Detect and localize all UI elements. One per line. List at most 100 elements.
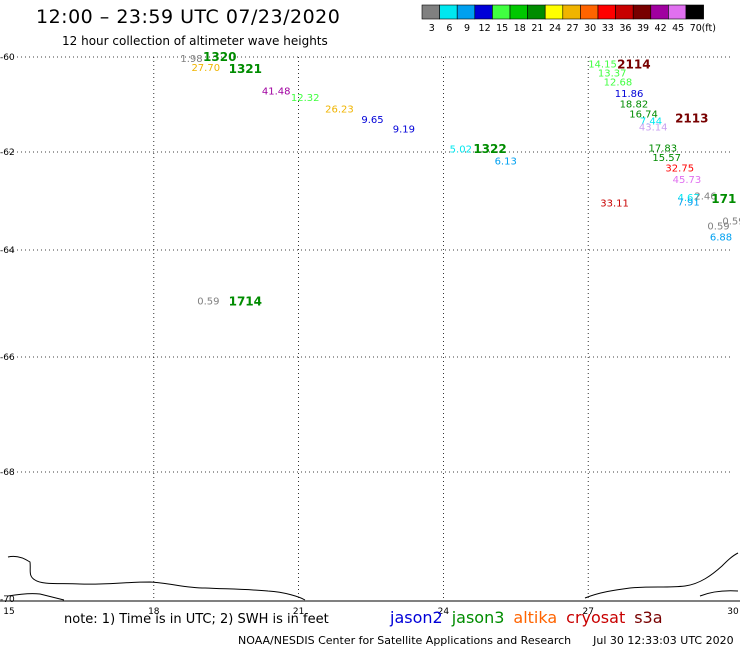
- satellite-legend-cryosat: cryosat: [566, 608, 626, 627]
- scale-swatch: [562, 4, 581, 20]
- lon-tick-label: 27: [582, 607, 593, 617]
- scale-label: 45: [672, 23, 684, 34]
- scale-label: 42: [655, 23, 667, 34]
- wave-height-value: 12.32: [291, 93, 320, 104]
- wave-height-value: 13.37: [598, 69, 627, 80]
- lat-tick-label: -62: [0, 148, 15, 158]
- scale-swatch: [509, 4, 528, 20]
- wave-height-value: 4.67: [677, 193, 699, 204]
- satellite-legend-jason2: jason2: [390, 608, 443, 627]
- buoy-id-label: 1714: [229, 294, 262, 308]
- antarctic-coastline: [7, 552, 739, 601]
- wave-height-value: 5.02: [450, 145, 472, 156]
- wave-height-value: 14.15: [588, 60, 617, 71]
- page-title: 12:00 – 23:59 UTC 07/23/2020: [36, 6, 341, 28]
- scale-swatch: [474, 4, 493, 20]
- wave-height-value: 0.59: [722, 217, 740, 228]
- scale-label: 27: [567, 23, 579, 34]
- wave-height-value: 0.59: [197, 296, 219, 307]
- scale-label: 18: [514, 23, 526, 34]
- scale-unit: (ft): [702, 23, 716, 34]
- lon-tick-label: 30: [727, 607, 739, 617]
- credit-text: NOAA/NESDIS Center for Satellite Applica…: [238, 634, 572, 647]
- scale-swatch: [668, 4, 687, 20]
- scale-label: 36: [619, 23, 631, 34]
- scale-swatch: [685, 4, 704, 20]
- wave-height-value: 9.65: [361, 115, 383, 126]
- page-subtitle: 12 hour collection of altimeter wave hei…: [62, 34, 328, 48]
- wave-height-value: 0.59: [707, 222, 729, 233]
- wave-height-value: 6.88: [710, 232, 732, 243]
- lat-tick-label: -68: [0, 468, 15, 478]
- scale-label: 30: [584, 23, 596, 34]
- lon-tick-label: 15: [3, 607, 14, 617]
- lat-tick-label: -64: [0, 246, 15, 256]
- wave-height-value: 17.83: [649, 143, 678, 154]
- wave-height-color-scale: 3 6 9 12 15 18 21 24 27 30 33 36 39 42 45 70 (ft): [421, 4, 716, 34]
- wave-height-value: 9.19: [393, 124, 415, 135]
- scale-label: 21: [531, 23, 543, 34]
- scale-swatch: [421, 4, 440, 20]
- lat-tick-label: -70: [0, 595, 15, 605]
- buoy-id-label: 171: [711, 192, 736, 206]
- satellite-legend-jason3: jason3: [451, 608, 505, 627]
- wave-height-value: 26.23: [325, 104, 354, 115]
- wave-height-value: 2.46: [694, 192, 716, 203]
- coastline-path: [584, 552, 739, 599]
- coastline-path: [699, 590, 739, 597]
- scale-label: 70: [690, 23, 702, 34]
- wave-height-value: 18.82: [620, 100, 649, 111]
- coastline-path: [7, 555, 306, 601]
- scale-label: 33: [602, 23, 614, 34]
- scale-label: 9: [464, 23, 470, 34]
- buoy-id-label: 1322: [473, 142, 506, 156]
- scale-swatch: [456, 4, 476, 20]
- satellite-legend-s3a: s3a: [634, 608, 663, 627]
- wave-height-value: 7.44: [640, 117, 662, 128]
- wave-height-value: 45.73: [673, 175, 702, 186]
- scale-swatch: [597, 4, 616, 20]
- lat-tick-label: -60: [0, 53, 15, 63]
- wave-height-value: 6.13: [495, 156, 517, 167]
- satellite-legend: jason2 jason3 altika cryosat s3a: [390, 608, 672, 627]
- scale-swatch: [615, 4, 634, 20]
- wave-height-value: 15.57: [652, 153, 681, 164]
- scale-label: 12: [479, 23, 491, 34]
- scale-swatch: [650, 4, 669, 20]
- scale-swatch: [632, 4, 652, 20]
- scale-label: 24: [549, 23, 561, 34]
- wave-height-value: 41.48: [262, 87, 291, 98]
- buoy-id-label: 1321: [229, 62, 262, 76]
- scale-swatch: [544, 4, 564, 20]
- scale-swatch: [439, 4, 458, 20]
- wave-height-value: 11.86: [615, 89, 644, 100]
- buoy-id-label: 2114: [617, 58, 650, 72]
- credit-line: NOAA/NESDIS Center for Satellite Applica…: [238, 634, 734, 647]
- wave-height-value: 12.68: [604, 78, 633, 89]
- satellite-legend-altika: altika: [513, 608, 558, 627]
- wave-height-value: 1.98: [180, 54, 202, 65]
- scale-label: 15: [496, 23, 508, 34]
- lon-tick-label: 21: [293, 607, 304, 617]
- footer-note: note: 1) Time is in UTC; 2) SWH is in fe…: [64, 612, 329, 627]
- scale-swatch: [527, 4, 546, 20]
- lon-tick-label: 18: [148, 607, 160, 617]
- lon-tick-label: 24: [438, 607, 450, 617]
- coastline-path: [7, 593, 65, 601]
- buoy-id-label: 1320: [203, 50, 236, 64]
- wave-height-value: 27.70: [191, 63, 220, 74]
- buoy-id-label: 2113: [675, 111, 708, 125]
- lat-tick-label: -66: [0, 353, 15, 363]
- wave-height-value: 7.91: [677, 197, 699, 208]
- wave-height-value: 32.75: [665, 164, 694, 175]
- scale-label: 6: [446, 23, 452, 34]
- wave-height-value: 43.14: [639, 122, 668, 133]
- scale-swatch: [580, 4, 599, 20]
- lat-lon-grid: -60 -62 -64 -66 -68 -70 15 18 21 24 27 30: [0, 53, 740, 617]
- scale-label: 39: [637, 23, 649, 34]
- wave-height-value: 16.74: [629, 110, 658, 121]
- scale-label: 3: [429, 23, 435, 34]
